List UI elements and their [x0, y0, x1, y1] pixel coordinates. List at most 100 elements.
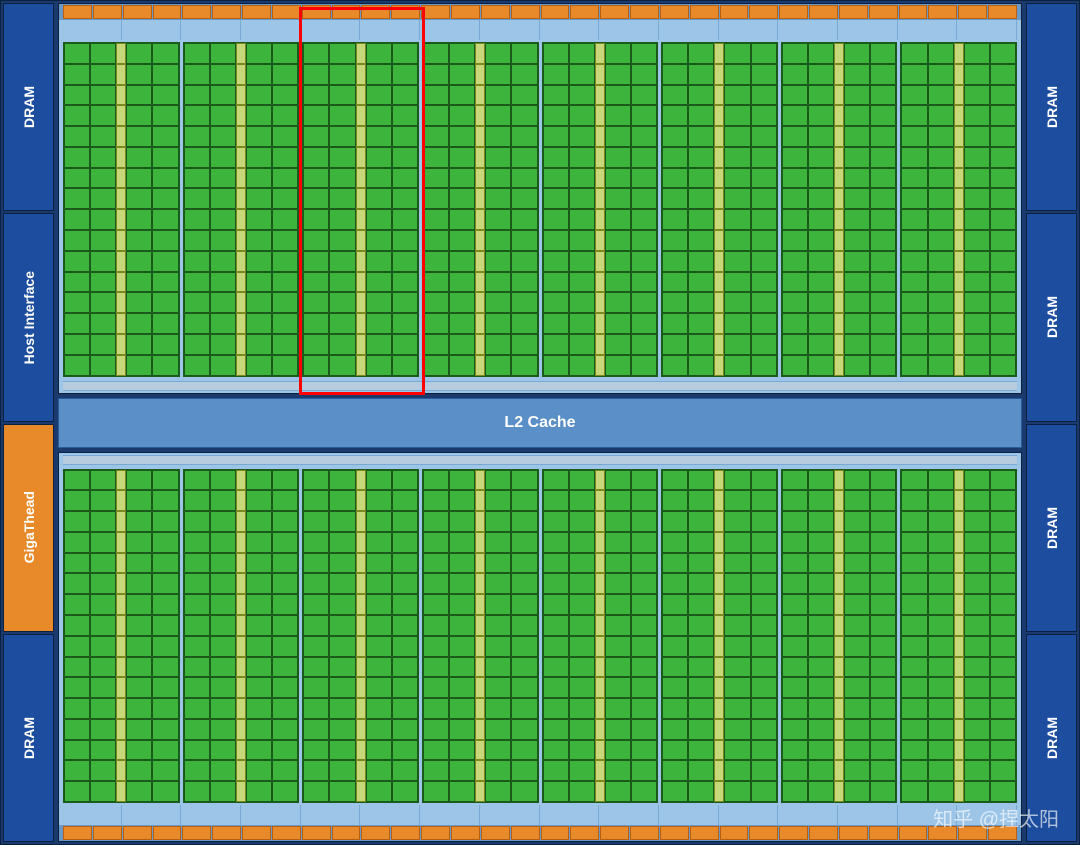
cuda-core	[511, 85, 537, 106]
cuda-core	[64, 573, 90, 594]
cuda-core	[688, 470, 714, 491]
cuda-core	[246, 334, 272, 355]
sm-row	[423, 147, 538, 168]
cuda-core	[210, 85, 236, 106]
sm-row	[184, 719, 299, 740]
sfu-unit	[954, 677, 964, 698]
cuda-core	[808, 636, 834, 657]
cuda-core	[901, 470, 927, 491]
cuda-core	[543, 85, 569, 106]
cuda-core	[990, 511, 1016, 532]
cuda-core	[272, 251, 298, 272]
sm-row	[303, 209, 418, 230]
cuda-core	[844, 636, 870, 657]
cuda-core	[152, 490, 178, 511]
cuda-core	[901, 64, 927, 85]
cuda-core	[751, 511, 777, 532]
cuda-core	[184, 355, 210, 376]
sm-row	[184, 292, 299, 313]
cuda-core	[126, 781, 152, 802]
cuda-core	[210, 657, 236, 678]
cuda-core	[511, 698, 537, 719]
cuda-core	[808, 573, 834, 594]
cuda-core	[366, 209, 392, 230]
cuda-core	[808, 657, 834, 678]
sfu-unit	[236, 740, 246, 761]
cuda-core	[423, 511, 449, 532]
sfu-unit	[595, 272, 605, 293]
cuda-core	[870, 636, 896, 657]
cuda-core	[870, 126, 896, 147]
cuda-core	[152, 251, 178, 272]
sfu-unit	[116, 272, 126, 293]
sm-row	[543, 313, 658, 334]
cuda-core	[662, 760, 688, 781]
sfu-unit	[356, 740, 366, 761]
cuda-core	[423, 209, 449, 230]
sfu-unit	[954, 251, 964, 272]
cuda-core	[928, 313, 954, 334]
cuda-core	[485, 719, 511, 740]
raster-cell	[421, 5, 450, 19]
raster-cell	[93, 826, 122, 840]
cuda-core	[449, 334, 475, 355]
sfu-unit	[475, 511, 485, 532]
raster-cell	[63, 5, 92, 19]
cuda-core	[423, 594, 449, 615]
cuda-core	[844, 334, 870, 355]
sfu-unit	[475, 594, 485, 615]
cuda-core	[928, 657, 954, 678]
cuda-core	[449, 573, 475, 594]
cuda-core	[688, 43, 714, 64]
cuda-core	[662, 147, 688, 168]
sfu-unit	[236, 292, 246, 313]
sfu-unit	[116, 553, 126, 574]
cuda-core	[808, 230, 834, 251]
cuda-core	[90, 64, 116, 85]
cuda-core	[449, 470, 475, 491]
sfu-unit	[116, 147, 126, 168]
sm-row	[184, 147, 299, 168]
cuda-core	[870, 657, 896, 678]
sm-row	[423, 313, 538, 334]
sfu-unit	[236, 85, 246, 106]
cuda-core	[808, 188, 834, 209]
cuda-core	[870, 230, 896, 251]
cuda-core	[152, 147, 178, 168]
cuda-core	[870, 64, 896, 85]
raster-cell	[63, 826, 92, 840]
sm-row	[303, 740, 418, 761]
sm-row	[303, 43, 418, 64]
sfu-unit	[475, 313, 485, 334]
sm-row	[184, 511, 299, 532]
cuda-core	[329, 719, 355, 740]
cuda-core	[543, 594, 569, 615]
cuda-core	[152, 470, 178, 491]
cuda-core	[485, 740, 511, 761]
sfu-unit	[475, 532, 485, 553]
cuda-core	[126, 594, 152, 615]
cuda-core	[90, 636, 116, 657]
cuda-core	[569, 334, 595, 355]
cuda-core	[901, 188, 927, 209]
cuda-core	[511, 573, 537, 594]
sfu-unit	[834, 147, 844, 168]
sm-row	[782, 781, 897, 802]
cuda-core	[751, 292, 777, 313]
cuda-core	[964, 740, 990, 761]
cuda-core	[152, 760, 178, 781]
sfu-unit	[116, 490, 126, 511]
cuda-core	[782, 553, 808, 574]
sm-row	[423, 677, 538, 698]
sm-row	[782, 740, 897, 761]
cuda-core	[964, 313, 990, 334]
cuda-core	[964, 470, 990, 491]
sm-row	[184, 272, 299, 293]
cuda-core	[184, 615, 210, 636]
cuda-core	[605, 740, 631, 761]
raster-cell	[690, 5, 719, 19]
cuda-core	[272, 209, 298, 230]
sfu-unit	[595, 760, 605, 781]
sm-row	[423, 355, 538, 376]
cuda-core	[724, 126, 750, 147]
